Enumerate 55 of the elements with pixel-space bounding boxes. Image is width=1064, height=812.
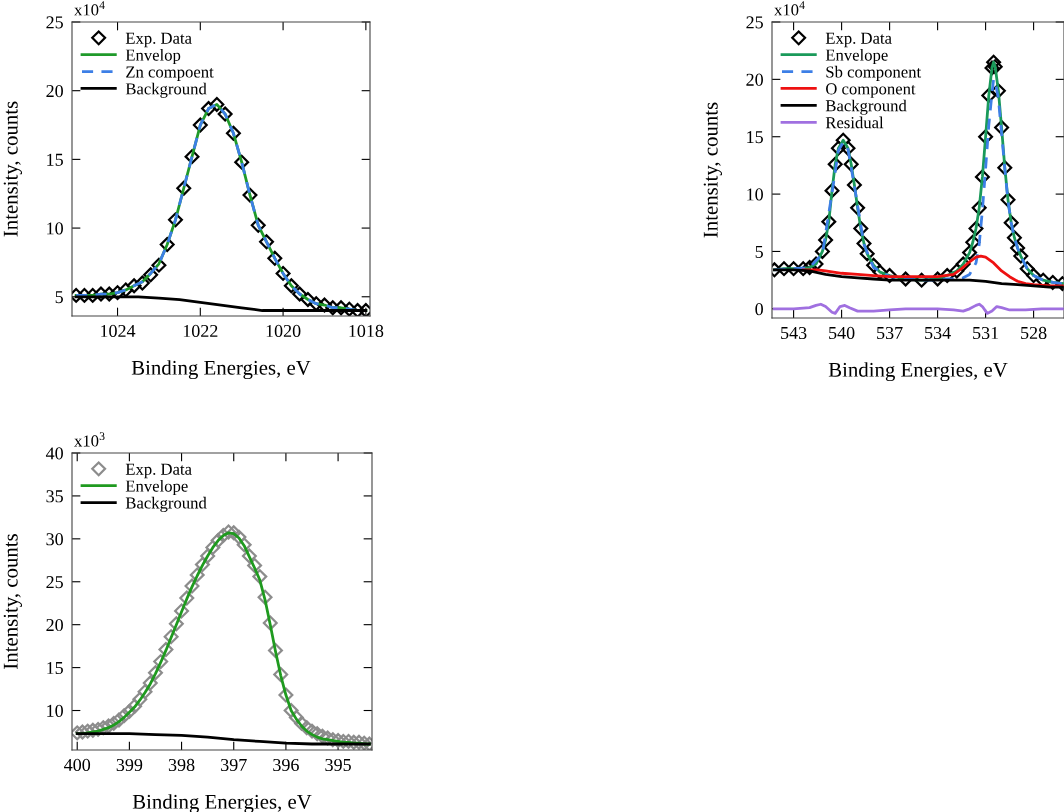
x-tick-label: 398 xyxy=(168,758,195,772)
x-tick-label: 399 xyxy=(116,758,143,772)
x-tick-label: 534 xyxy=(925,326,951,340)
x-tick-label: 540 xyxy=(829,326,855,340)
legend-label: Exp. Data xyxy=(125,463,192,479)
y-tick-label: 20 xyxy=(746,73,763,86)
y-tick-label: 40 xyxy=(45,447,63,460)
y-tick-label: 35 xyxy=(46,490,63,503)
legend-label: Background xyxy=(125,82,207,98)
legend-label: O component xyxy=(826,83,916,98)
x-axis-title: Binding Energies, eV xyxy=(828,362,1008,382)
y-tick-label: 25 xyxy=(746,16,763,29)
y-tick-label: 30 xyxy=(46,533,63,546)
y-tick-label: 20 xyxy=(46,84,63,98)
x-tick-label: 400 xyxy=(64,758,91,772)
y-axis-title: Intensity, counts xyxy=(3,534,22,669)
y-tick-label: 25 xyxy=(46,576,63,589)
y-tick-label: 5 xyxy=(55,291,63,304)
x-tick-label: 537 xyxy=(877,326,903,340)
legend-label: Envelope xyxy=(125,479,188,496)
legend-label: Exp. Data xyxy=(825,32,892,48)
text: x10$^{4}$ xyxy=(74,1,105,16)
legend-label: Zn compoent xyxy=(126,66,214,81)
x-tick-label: 397 xyxy=(221,758,247,772)
y-tick-label: 15 xyxy=(747,131,763,144)
legend-label: Sb component xyxy=(826,65,922,81)
x-tick-label: 528 xyxy=(1021,326,1047,340)
legend-label: Background xyxy=(125,496,207,513)
x-tick-label: 395 xyxy=(325,758,351,772)
y-tick-label: 5 xyxy=(755,245,763,258)
y-tick-label: 15 xyxy=(47,661,63,675)
y-tick-label: 20 xyxy=(46,618,63,632)
x-tick-label: 531 xyxy=(973,326,999,340)
x-tick-label: 1018 xyxy=(349,324,384,338)
x-tick-label: 396 xyxy=(273,758,299,772)
y-axis-title: Intensity, counts xyxy=(703,102,722,238)
y-tick-label: 10 xyxy=(47,704,63,717)
text: x10$^{4}$ xyxy=(774,1,805,16)
y-tick-label: 10 xyxy=(747,188,763,201)
legend-label: Envelope xyxy=(825,48,888,65)
legend-label: Envelop xyxy=(125,48,181,65)
x-axis-title: Binding Energies, eV xyxy=(131,360,311,380)
y-tick-label: 10 xyxy=(47,222,63,235)
x-tick-label: 543 xyxy=(781,326,807,340)
y-axis-title: Intensity, counts xyxy=(3,101,22,237)
text: x10$^{3}$ xyxy=(74,432,105,447)
legend-label: Residual xyxy=(825,116,884,129)
y-tick-label: 0 xyxy=(755,303,763,316)
x-tick-label: 1020 xyxy=(266,324,301,338)
y-tick-label: 15 xyxy=(47,153,63,166)
legend-label: Background xyxy=(825,99,907,115)
legend-label: Exp. Data xyxy=(125,32,192,48)
x-tick-label: 1024 xyxy=(101,324,136,338)
x-tick-label: 1022 xyxy=(183,324,218,338)
y-tick-label: 25 xyxy=(46,16,63,29)
